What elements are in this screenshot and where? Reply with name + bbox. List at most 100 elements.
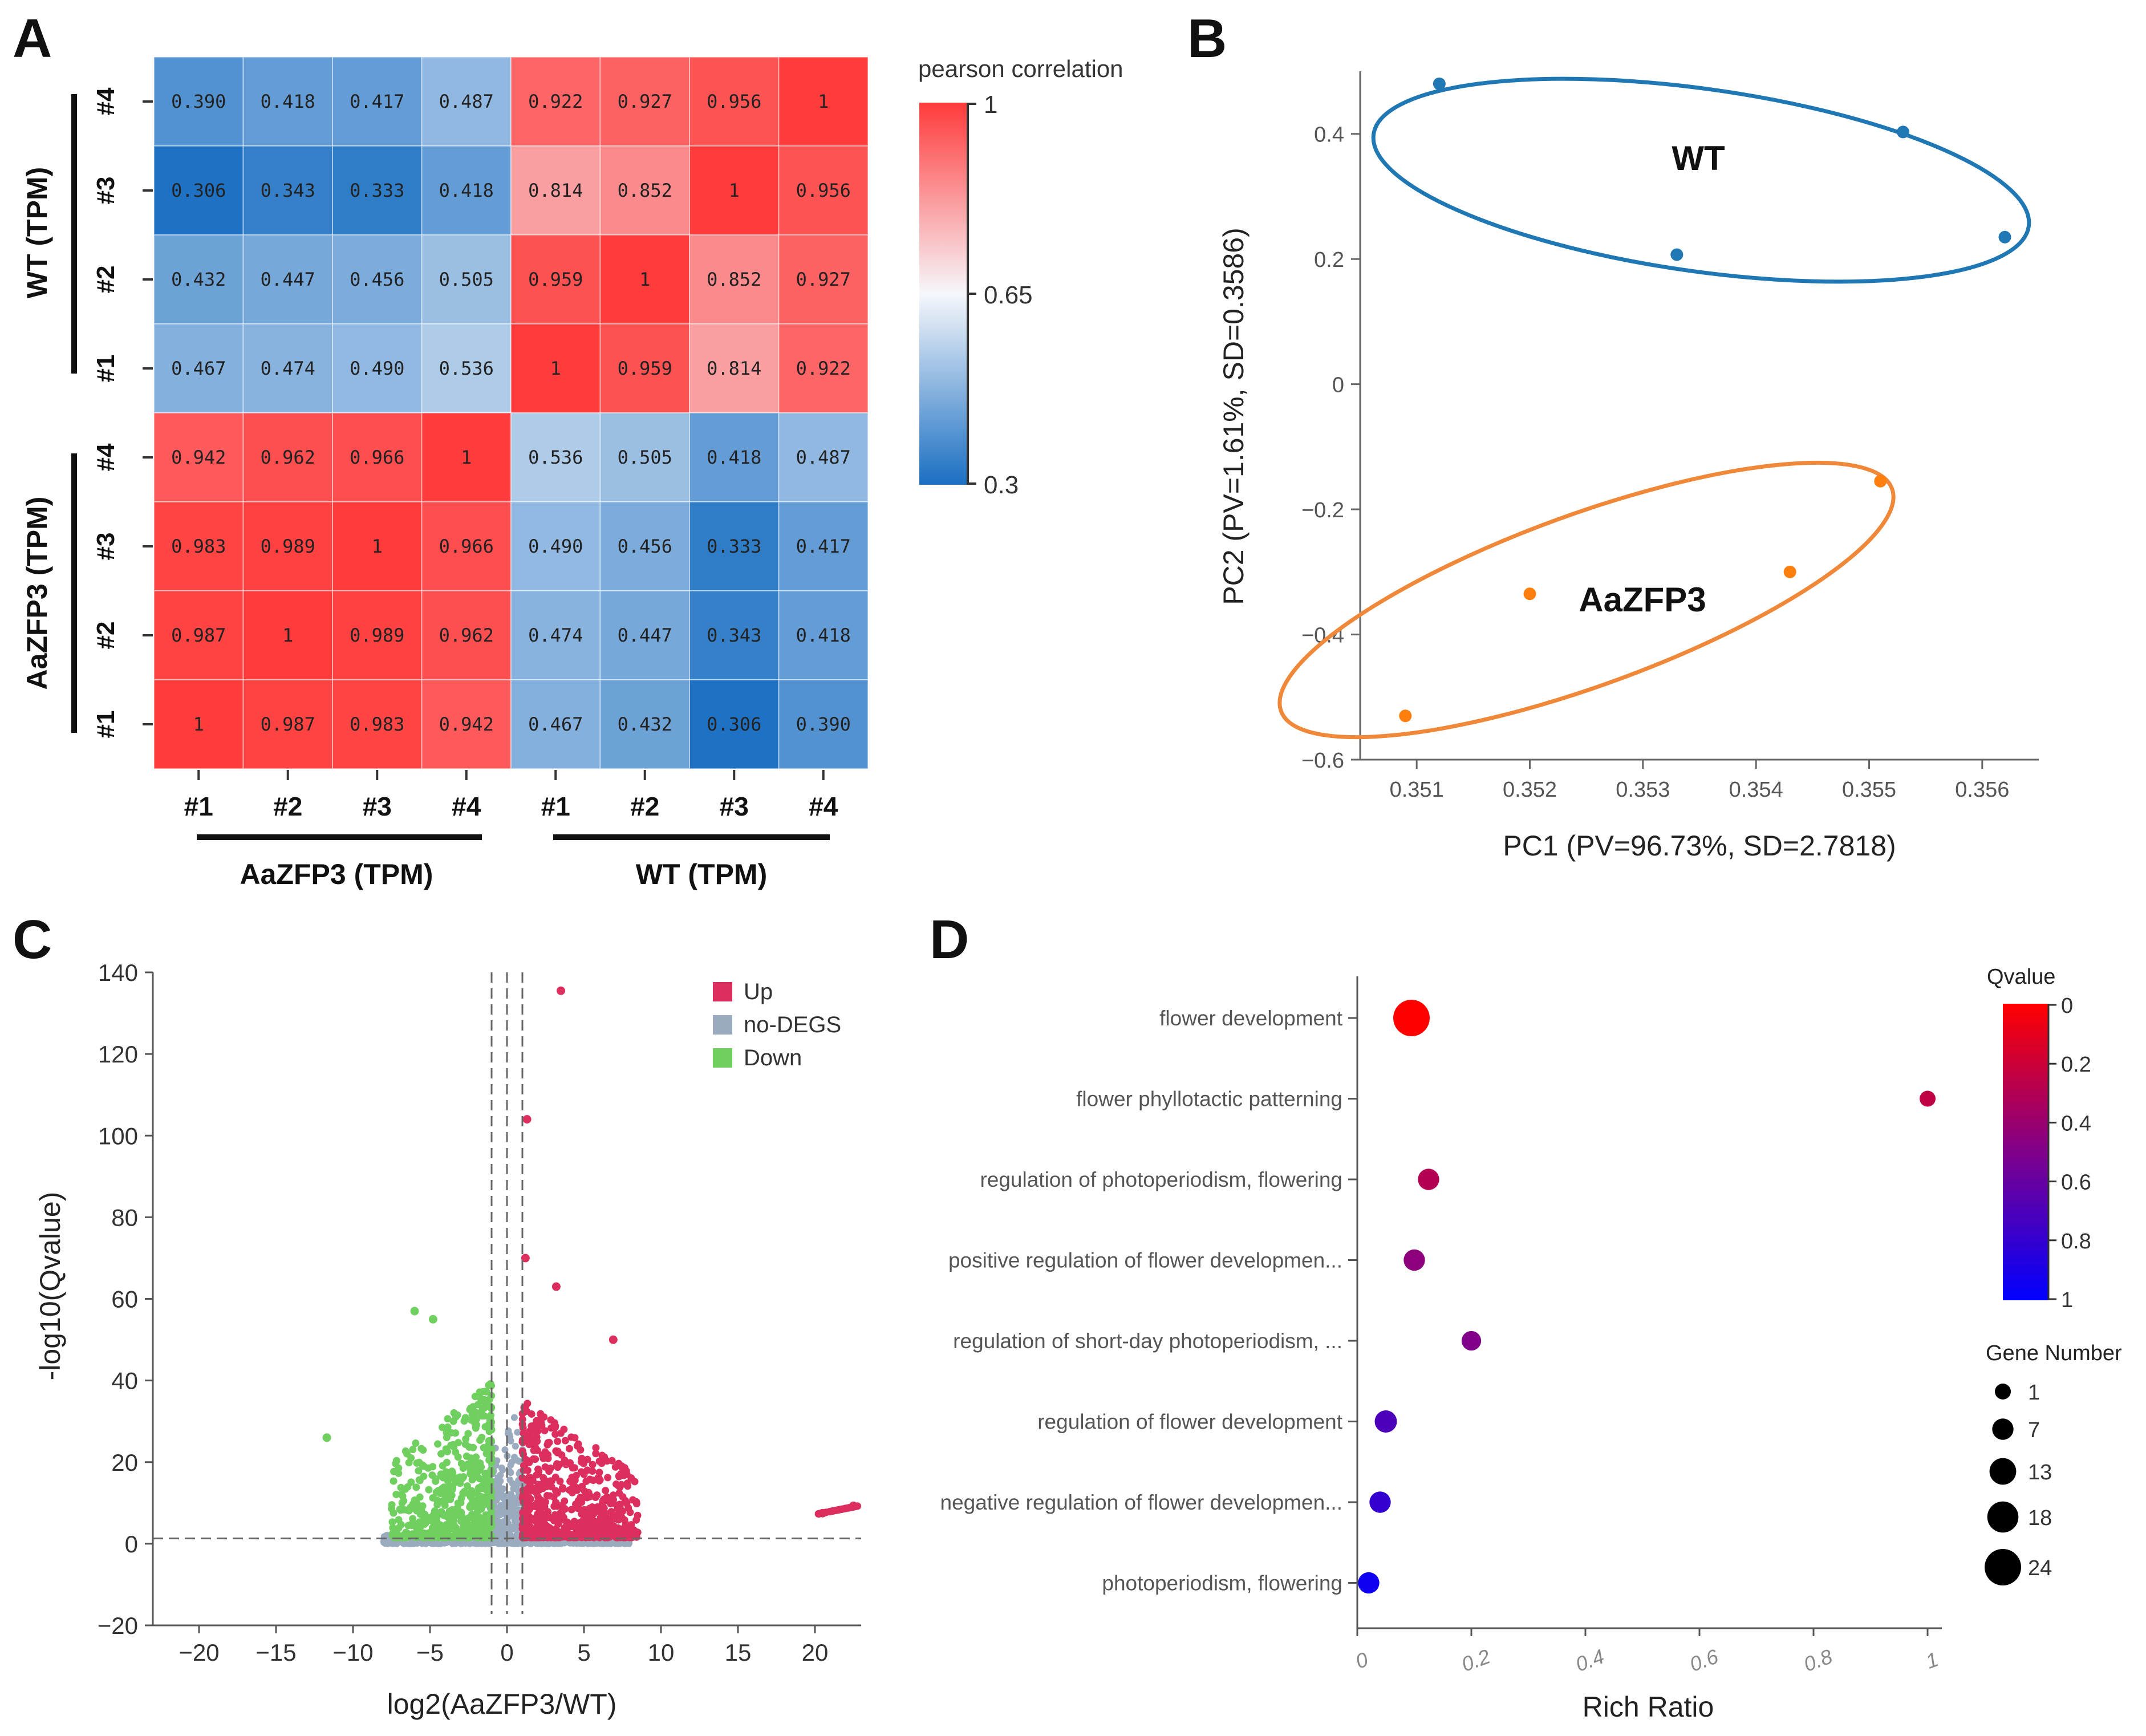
volcano-point (540, 1413, 548, 1421)
pca-y-axis-label: PC2 (PV=1.61%, SD=0.3586) (1218, 228, 1250, 605)
volcano-y-tick-label: 40 (111, 1368, 138, 1394)
volcano-point (449, 1540, 456, 1547)
volcano-point (522, 1491, 530, 1499)
volcano-point (457, 1459, 465, 1467)
heatmap-cell-value: 0.927 (796, 269, 851, 290)
heatmap-cell (778, 145, 869, 236)
volcano-point (569, 1464, 577, 1472)
volcano-legend-label: no-DEGS (744, 1012, 841, 1037)
volcano-point (543, 1491, 551, 1499)
heatmap-cell-value: 0.487 (796, 447, 851, 468)
heatmap-cell (510, 323, 601, 413)
volcano-x-tick-label: 0 (500, 1639, 513, 1666)
heatmap-cell-value: 0.447 (618, 624, 672, 646)
heatmap-column-labels: #1 #2 #3 #4 #1 #2 #3 #4 (184, 770, 838, 821)
volcano-point (577, 1526, 585, 1534)
heatmap-cell (599, 234, 690, 325)
heatmap-cell-value: 1 (193, 713, 204, 735)
volcano-point (568, 1488, 576, 1496)
heatmap-cell (599, 679, 690, 769)
volcano-point (603, 1457, 611, 1465)
enrich-x-tick-label: 0 (1352, 1648, 1371, 1673)
volcano-point (395, 1469, 403, 1477)
volcano-point (461, 1414, 469, 1422)
volcano-point (500, 1500, 508, 1508)
heatmap-row-label: #1 (92, 355, 120, 383)
volcano-point (468, 1495, 476, 1503)
volcano-point (543, 1441, 551, 1449)
heatmap-cell (689, 412, 780, 502)
enrich-x-axis-label: Rich Ratio (1583, 1691, 1714, 1723)
enrich-bubble (1461, 1331, 1482, 1351)
heatmap-cell-value: 0.962 (261, 447, 315, 468)
volcano-point (496, 1511, 504, 1519)
volcano-point (506, 1476, 514, 1483)
volcano-point (527, 1534, 535, 1542)
heatmap-row-label: #4 (92, 443, 120, 471)
panel-label-d: D (930, 909, 969, 970)
volcano-point (607, 1518, 615, 1526)
heatmap-cell-value: 0.852 (618, 180, 672, 201)
volcano-point (532, 1524, 539, 1532)
volcano-point (519, 1525, 527, 1533)
enrich-x-tick-label: 1 (1922, 1648, 1941, 1673)
volcano-point (550, 1502, 558, 1510)
heatmap-cell (421, 679, 512, 769)
heatmap-cell (599, 145, 690, 236)
panel-label-b: B (1187, 8, 1227, 69)
volcano-x-tick-label: −20 (179, 1639, 219, 1666)
volcano-point (828, 1507, 836, 1515)
volcano-point (551, 1430, 559, 1438)
volcano-point (395, 1516, 403, 1524)
volcano-point (589, 1467, 597, 1475)
volcano-point (577, 1446, 585, 1454)
volcano-point (598, 1516, 606, 1524)
volcano-point (530, 1422, 538, 1430)
col-group-label-wt: WT (TPM) (636, 858, 767, 890)
volcano-point (608, 1335, 618, 1344)
heatmap-row-label: #3 (92, 533, 120, 561)
heatmap-cell-value: 0.852 (707, 269, 761, 290)
volcano-point (818, 1508, 827, 1518)
volcano-point (570, 1523, 578, 1531)
volcano-point (585, 1488, 593, 1496)
volcano-point (522, 1115, 532, 1124)
volcano-point (541, 1503, 549, 1511)
volcano-point (416, 1523, 424, 1531)
heatmap-cell-value: 1 (818, 91, 829, 112)
pca-y-tick-label: 0 (1332, 374, 1344, 398)
volcano-point (631, 1529, 639, 1537)
volcano-point (577, 1533, 585, 1541)
volcano-point (504, 1523, 511, 1530)
volcano-point (617, 1470, 625, 1478)
pca-point (1399, 709, 1412, 723)
volcano-point (514, 1429, 521, 1436)
heatmap-cell (242, 501, 333, 591)
heatmap-cell-value: 0.432 (171, 269, 226, 290)
gene-number-legend-label: 24 (2028, 1556, 2052, 1580)
pca-y-tick-label: −0.2 (1301, 498, 1344, 522)
heatmap-row-label: #4 (92, 87, 120, 115)
volcano-legend-swatch (713, 1015, 732, 1035)
enrich-x-tick-label: 0.6 (1686, 1644, 1722, 1676)
heatmap-cell (332, 501, 423, 591)
volcano-point (592, 1450, 600, 1458)
volcano-point (494, 1521, 502, 1528)
pca-x-axis-label: PC1 (PV=96.73%, SD=2.7818) (1503, 830, 1896, 862)
volcano-point (434, 1440, 442, 1448)
heatmap-cell (332, 323, 423, 413)
volcano-point (558, 1508, 566, 1516)
enrich-bubble (1418, 1169, 1439, 1190)
volcano-point (480, 1531, 488, 1539)
heatmap-cell-value: 0.343 (707, 624, 761, 646)
heatmap-cell-value: 0.814 (528, 180, 583, 201)
volcano-point (473, 1490, 481, 1498)
volcano-point (476, 1436, 484, 1444)
heatmap-cell (421, 323, 512, 413)
volcano-point (592, 1444, 600, 1452)
heatmap-cell (689, 501, 780, 591)
enrich-x-tick-label: 0.2 (1458, 1644, 1493, 1676)
volcano-legend-label: Down (744, 1045, 802, 1070)
heatmap-cell (332, 679, 423, 769)
volcano-point (401, 1485, 409, 1493)
